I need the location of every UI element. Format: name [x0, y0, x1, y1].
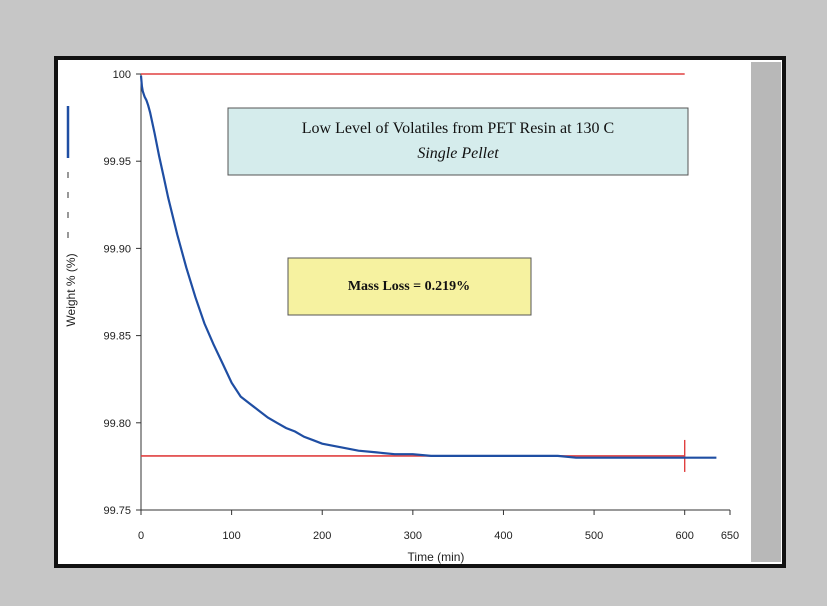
mass-loss-label: Mass Loss = 0.219% [348, 279, 470, 294]
y-tick-label: 99.90 [103, 243, 131, 255]
y-tick-label: 99.75 [103, 505, 131, 517]
chart-subtitle: Single Pellet [417, 145, 499, 162]
x-tick-label: 0 [138, 530, 144, 542]
x-tick-label: 500 [585, 530, 603, 542]
x-tick-label: 400 [494, 530, 512, 542]
chart-title-box [227, 107, 689, 176]
y-tick-label: 99.85 [103, 331, 131, 343]
x-tick-label: 100 [222, 530, 240, 542]
x-axis-title: Time (min) [408, 550, 465, 564]
slide-right-margin [751, 62, 781, 562]
y-tick-label: 99.95 [103, 156, 131, 168]
chart-title: Low Level of Volatiles from PET Resin at… [302, 120, 614, 137]
x-tick-label: 600 [676, 530, 694, 542]
mass-loss-box [287, 257, 532, 316]
y-tick-label: 100 [113, 69, 131, 81]
weight-curve [139, 75, 717, 459]
x-ticks: 0 100 200 300 400 500 600 650 [138, 510, 739, 542]
y-tick-label: 99.80 [103, 418, 131, 430]
x-tick-label: 200 [313, 530, 331, 542]
y-axis-title: Weight % (%) [64, 253, 78, 326]
x-tick-label: 650 [721, 530, 739, 542]
y-ticks: 100 99.95 99.90 99.85 99.80 99.75 [103, 69, 141, 517]
x-tick-label: 300 [404, 530, 422, 542]
